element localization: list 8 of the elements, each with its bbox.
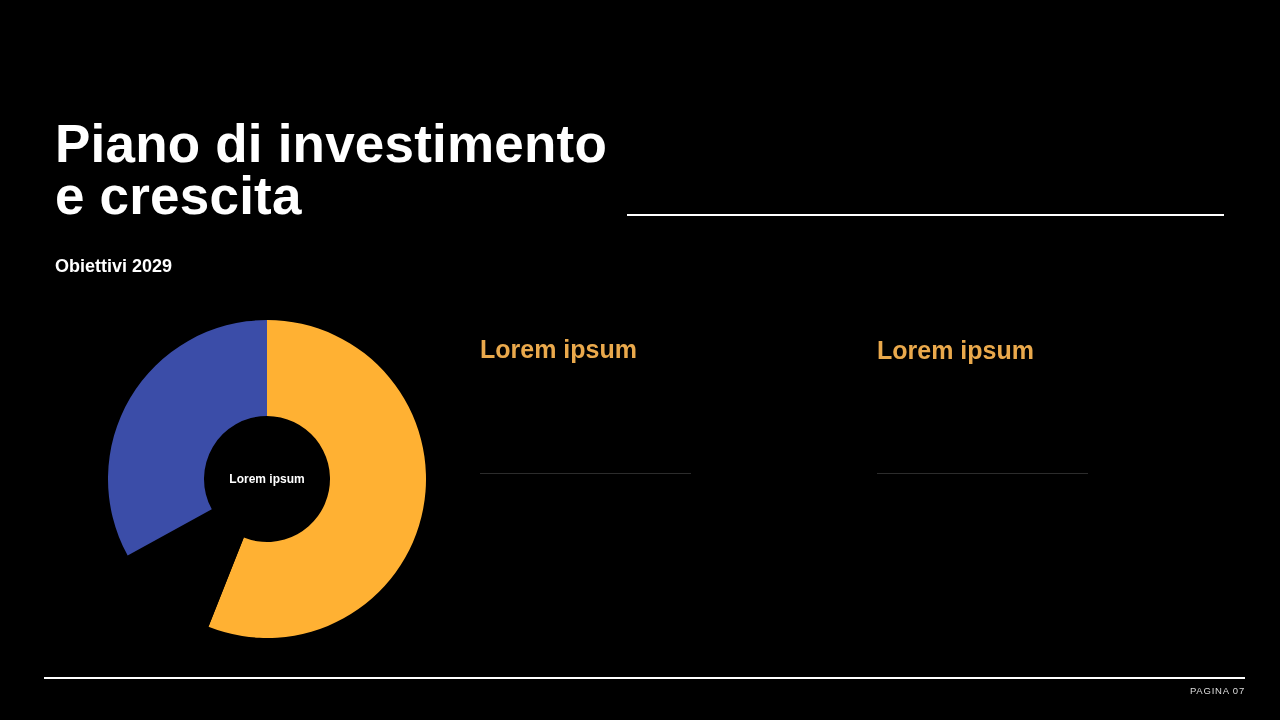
text: PAGINA 07 — [1189, 685, 1245, 696]
donut-slice — [108, 320, 267, 556]
chart-subtitle: Obiettivi 2029 — [55, 256, 173, 277]
text: Lorem ipsum — [480, 335, 637, 364]
text: Lorem ipsum — [229, 472, 305, 486]
donut-slice — [208, 320, 426, 638]
chart-title: Piano di investimento e crescita — [55, 114, 608, 225]
text: Lorem ipsum — [877, 336, 1034, 365]
